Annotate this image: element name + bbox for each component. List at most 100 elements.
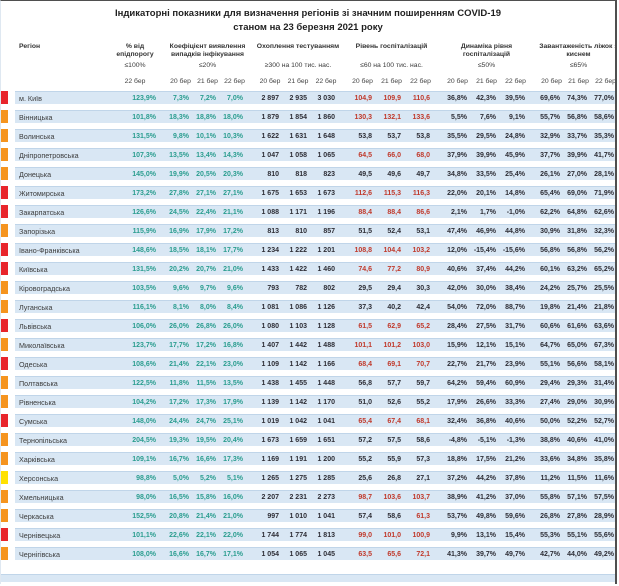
hospitalization-dynamics-value: 33,3% bbox=[501, 395, 530, 409]
group-spacer bbox=[530, 243, 538, 257]
hospitalization-dynamics-value: 13,1% bbox=[472, 528, 501, 542]
hospitalization-level-value: 103,0 bbox=[406, 338, 435, 352]
hospitalization-level-value: 68,0 bbox=[406, 148, 435, 162]
group-spacer bbox=[161, 129, 167, 143]
detection-coefficient-value: 22,6% bbox=[167, 528, 194, 542]
hospitalization-dynamics-value: 21,7% bbox=[472, 357, 501, 371]
group-spacer bbox=[161, 528, 167, 542]
hospitalization-dynamics-value: 22,7% bbox=[443, 357, 472, 371]
hospitalization-level-value: 116,3 bbox=[406, 186, 435, 200]
oxygen-beds-value: 57,1% bbox=[565, 490, 592, 504]
hospitalization-dynamics-value: 88,7% bbox=[501, 300, 530, 314]
testing-coverage-value: 1 234 bbox=[256, 243, 284, 257]
oxygen-beds-value: 29,0% bbox=[565, 395, 592, 409]
oxygen-beds-value: 27,0% bbox=[565, 167, 592, 181]
hospitalization-level-value: 69,1 bbox=[377, 357, 406, 371]
hospitalization-level-value: 26,8 bbox=[377, 471, 406, 485]
hospitalization-dynamics-value: 37,2% bbox=[443, 471, 472, 485]
epid-threshold-value: 101,8% bbox=[109, 110, 161, 124]
page-title: Індикаторні показники для визначення рег… bbox=[1, 1, 615, 36]
hospitalization-level-value: 29,4 bbox=[377, 281, 406, 295]
region-name: Харківська bbox=[15, 452, 109, 466]
hospitalization-dynamics-value: 72,0% bbox=[472, 300, 501, 314]
oxygen-beds-value: 56,2% bbox=[592, 243, 615, 257]
group-spacer bbox=[435, 148, 443, 162]
oxygen-beds-value: 24,2% bbox=[538, 281, 565, 295]
region-name: Київська bbox=[15, 262, 109, 276]
hospitalization-level-value: 59,7 bbox=[406, 376, 435, 390]
oxygen-beds-value: 32,9% bbox=[538, 129, 565, 143]
region-name: Херсонська bbox=[15, 471, 109, 485]
status-marker-red-icon bbox=[1, 319, 8, 333]
hospitalization-level-value: 61,5 bbox=[348, 319, 377, 333]
testing-coverage-value: 997 bbox=[256, 509, 284, 523]
group-spacer bbox=[340, 281, 348, 295]
table-row: Донецька 145,0% 19,9% 20,5% 20,3% 810 818 823 49… bbox=[1, 167, 615, 181]
hospitalization-level-value: 51,5 bbox=[348, 224, 377, 238]
testing-coverage-value: 1 142 bbox=[284, 395, 312, 409]
testing-coverage-value: 1 081 bbox=[256, 300, 284, 314]
region-status-marker bbox=[1, 490, 15, 504]
date-label: 22 бер bbox=[124, 78, 146, 86]
testing-coverage-value: 1 041 bbox=[312, 414, 340, 428]
testing-coverage-value: 823 bbox=[312, 167, 340, 181]
hospitalization-level-value: 77,2 bbox=[377, 262, 406, 276]
region-name: Рівненська bbox=[15, 395, 109, 409]
date-label: 20 бер bbox=[259, 78, 281, 86]
hospitalization-dynamics-value: 37,8% bbox=[501, 471, 530, 485]
hospitalization-level-value: 49,7 bbox=[406, 167, 435, 181]
hospitalization-level-value: 58,6 bbox=[406, 433, 435, 447]
oxygen-beds-value: 56,8% bbox=[565, 243, 592, 257]
status-marker-red-icon bbox=[1, 262, 8, 276]
group-spacer bbox=[340, 452, 348, 466]
hospitalization-dynamics-value: 54,0% bbox=[443, 300, 472, 314]
hospitalization-level-value: 53,8 bbox=[406, 129, 435, 143]
group-spacer bbox=[435, 528, 443, 542]
hospitalization-level-value: 98,7 bbox=[348, 490, 377, 504]
table-header-labels: Регіон % від епідпорогу Коефіцієнт виявл… bbox=[1, 43, 615, 61]
hospitalization-dynamics-value: 5,5% bbox=[443, 110, 472, 124]
hospitalization-level-value: 57,7 bbox=[377, 376, 406, 390]
group-spacer bbox=[161, 414, 167, 428]
epid-threshold-value: 116,1% bbox=[109, 300, 161, 314]
table-row: Миколаївська 123,7% 17,7% 17,2% 16,8% 1 407 1 … bbox=[1, 338, 615, 352]
testing-coverage-value: 857 bbox=[312, 224, 340, 238]
hospitalization-dynamics-value: 37,9% bbox=[443, 148, 472, 162]
hospitalization-dynamics-value: 38,9% bbox=[443, 490, 472, 504]
table-row: Чернігівська 108,0% 16,6% 16,7% 17,1% 1 054 1 … bbox=[1, 547, 615, 561]
group-spacer bbox=[530, 129, 538, 143]
region-status-marker bbox=[1, 110, 15, 124]
hospitalization-dynamics-value: 29,5% bbox=[472, 129, 501, 143]
testing-coverage-value: 1 744 bbox=[256, 528, 284, 542]
region-name: Одеська bbox=[15, 357, 109, 371]
group-spacer bbox=[161, 148, 167, 162]
hospitalization-dynamics-value: 44,2% bbox=[472, 471, 501, 485]
detection-coefficient-value: 17,3% bbox=[194, 395, 221, 409]
hospitalization-level-value: 49,6 bbox=[377, 167, 406, 181]
hospitalization-dynamics-value: 42,0% bbox=[443, 281, 472, 295]
detection-coefficient-value: 18,0% bbox=[221, 110, 248, 124]
region-name: Донецька bbox=[15, 167, 109, 181]
oxygen-beds-value: 37,7% bbox=[538, 148, 565, 162]
hospitalization-dynamics-value: 2,1% bbox=[443, 205, 472, 219]
detection-coefficient-value: 19,5% bbox=[194, 433, 221, 447]
region-status-marker bbox=[1, 452, 15, 466]
group-spacer bbox=[248, 509, 256, 523]
testing-coverage-value: 1 673 bbox=[312, 186, 340, 200]
oxygen-beds-value: 56,6% bbox=[565, 357, 592, 371]
testing-coverage-value: 1 407 bbox=[256, 338, 284, 352]
testing-coverage-value: 1 139 bbox=[256, 395, 284, 409]
threshold-hospitalization: ≤60 на 100 тис. нас. bbox=[360, 62, 423, 70]
testing-coverage-value: 1 041 bbox=[312, 509, 340, 523]
detection-coefficient-value: 17,2% bbox=[167, 395, 194, 409]
detection-coefficient-value: 8,4% bbox=[221, 300, 248, 314]
oxygen-beds-value: 64,8% bbox=[565, 205, 592, 219]
table-row: Хмельницька 98,0% 16,5% 15,8% 16,0% 2 207 2 23… bbox=[1, 490, 615, 504]
group-spacer bbox=[248, 471, 256, 485]
group-spacer bbox=[530, 148, 538, 162]
testing-coverage-value: 810 bbox=[256, 167, 284, 181]
oxygen-beds-value: 55,1% bbox=[538, 357, 565, 371]
hospitalization-level-value: 53,7 bbox=[377, 129, 406, 143]
oxygen-beds-value: 26,8% bbox=[538, 509, 565, 523]
group-spacer bbox=[435, 186, 443, 200]
